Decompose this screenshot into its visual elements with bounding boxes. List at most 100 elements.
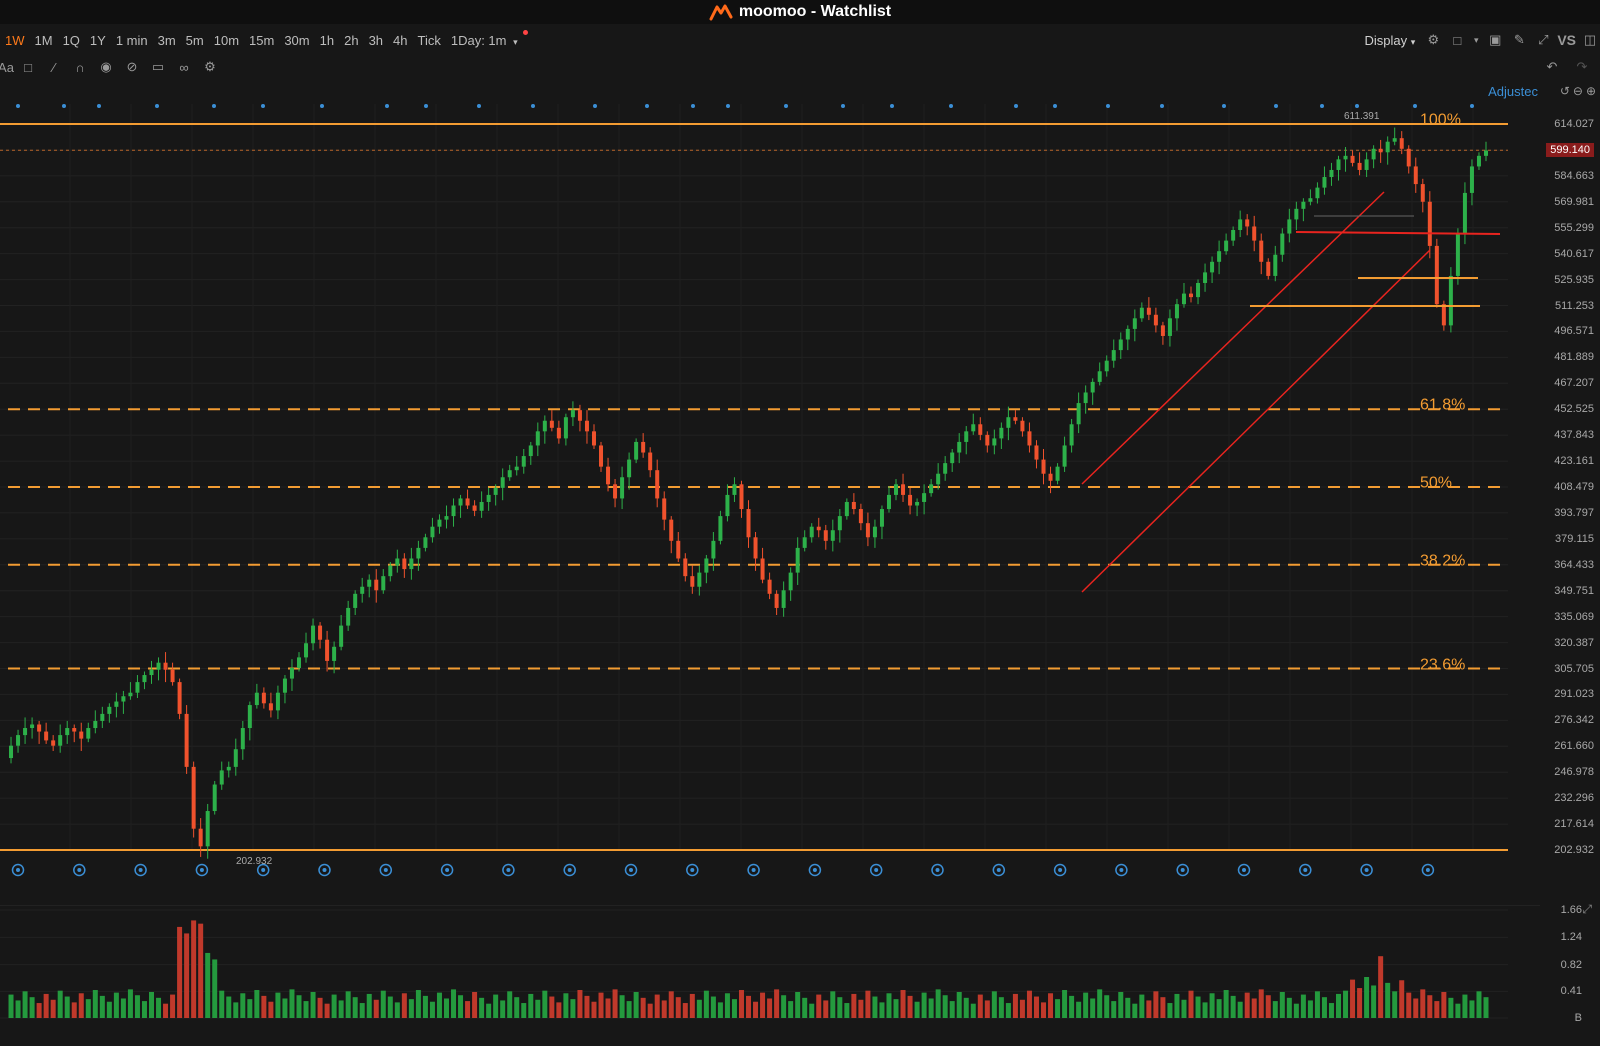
expand-icon[interactable]: ⤢ (1582, 902, 1592, 916)
volume-bar (1413, 998, 1419, 1018)
candle-body (163, 662, 168, 670)
event-dot (1413, 104, 1417, 108)
volume-bar (605, 998, 611, 1018)
price-axis-label: 423.161 (1554, 455, 1594, 468)
candle-body (156, 662, 161, 670)
redo-icon[interactable]: ↷ (1576, 59, 1588, 74)
volume-chart[interactable] (0, 906, 1600, 1041)
volume-bar (1441, 991, 1447, 1018)
line-icon[interactable]: ∕ (52, 59, 56, 75)
volume-bar (1244, 992, 1250, 1018)
candle-body (760, 558, 765, 580)
gear-icon[interactable]: ⚙ (1427, 32, 1440, 47)
candle-body (1076, 403, 1081, 425)
earnings-marker-dot (874, 868, 879, 872)
panel-divider[interactable] (0, 905, 1540, 906)
volume-bar (1293, 1003, 1299, 1018)
timeframe-1q[interactable]: 1Q (62, 32, 80, 48)
price-chart-panel[interactable]: 614.027 599.140 584.663 569.981 555.299 540.6… (0, 84, 1600, 904)
candle-body (1469, 166, 1474, 193)
timeframe-1m[interactable]: 1M (34, 32, 53, 48)
event-dot (949, 104, 953, 108)
chevron-down-icon[interactable]: ▾ (1474, 34, 1479, 45)
zoom-in-icon[interactable]: ⊕ (1585, 84, 1596, 98)
text-icon[interactable]: Aa (0, 59, 14, 75)
candle-body (767, 579, 772, 594)
event-dot (593, 104, 597, 108)
timeframe-3m[interactable]: 3m (157, 32, 176, 48)
volume-bar (219, 990, 225, 1018)
intraday-dropdown[interactable]: 1Day: 1m ▾ (446, 29, 530, 48)
camera-icon[interactable]: ▣ (1489, 32, 1502, 47)
timeframe-tick[interactable]: Tick (417, 32, 441, 48)
zoom-out-icon[interactable]: ⊖ (1572, 84, 1583, 98)
event-dot (1274, 104, 1278, 108)
timeframe-1y[interactable]: 1Y (89, 32, 106, 48)
undo-icon[interactable]: ↶ (1546, 59, 1558, 74)
timeframe-1h[interactable]: 1h (319, 32, 335, 48)
volume-bar (1230, 995, 1236, 1018)
timeframe-1-min[interactable]: 1 min (115, 32, 148, 48)
magnet-icon[interactable]: ∩ (75, 59, 85, 75)
chart-zoom-controls: ↺ ⊖ ⊕ (1560, 84, 1596, 98)
candle-body (985, 434, 990, 446)
volume-bar (1476, 991, 1482, 1018)
fullscreen-icon[interactable]: ⤢ (1538, 32, 1549, 47)
candle-body (367, 579, 372, 587)
candle-body (409, 558, 414, 570)
price-axis-label: 569.981 (1554, 195, 1594, 208)
timeframe-15m[interactable]: 15m (249, 32, 275, 48)
timeframe-30m[interactable]: 30m (284, 32, 310, 48)
pencil-icon[interactable]: ✎ (1513, 32, 1525, 47)
timeframe-1w[interactable]: 1W (5, 32, 25, 48)
vs-compare-button[interactable]: VS (1557, 32, 1576, 48)
link-icon[interactable]: ∞ (179, 59, 189, 75)
candle-body (507, 470, 512, 478)
reset-icon[interactable]: ↺ (1559, 84, 1570, 98)
candle-body (142, 675, 147, 683)
candle-body (950, 452, 955, 464)
candlestick-chart[interactable] (0, 84, 1600, 904)
price-axis-label: 437.843 (1554, 429, 1594, 442)
candle-body (1357, 162, 1362, 170)
price-axis-label: 261.660 (1554, 740, 1594, 753)
timeframe-5m[interactable]: 5m (185, 32, 204, 48)
volume-panel[interactable]: 1.66 1.24 0.82 0.41 B (0, 904, 1600, 1041)
earnings-marker-dot (567, 868, 572, 872)
timeframe-10m[interactable]: 10m (213, 32, 240, 48)
candle-body (212, 784, 217, 812)
candle-body (725, 494, 730, 517)
volume-axis-label: 1.66 (1560, 904, 1582, 916)
volume-bar (479, 997, 485, 1018)
candle-body (1245, 219, 1250, 227)
candle-body (971, 424, 976, 432)
candle-body (23, 728, 28, 736)
volume-bar (556, 1002, 562, 1018)
adjusted-price-toggle[interactable]: Adjustec (1488, 84, 1538, 99)
earnings-marker-icon (563, 863, 576, 877)
candle-body (332, 646, 337, 661)
volume-bar (1420, 989, 1426, 1018)
volume-bar (1314, 991, 1320, 1018)
settings-icon[interactable]: ⚙ (204, 59, 216, 74)
panel-icon[interactable]: ◫ (1583, 32, 1597, 47)
candle-body (395, 558, 400, 566)
volume-bar (738, 990, 744, 1018)
event-dot (424, 104, 428, 108)
earnings-marker-dot (812, 868, 817, 872)
timeframe-2h[interactable]: 2h (344, 32, 359, 48)
square-icon[interactable]: □ (1453, 32, 1462, 48)
volume-bar (254, 990, 260, 1018)
candle-body (1252, 226, 1257, 241)
candle-body (528, 445, 533, 457)
volume-bar (247, 999, 253, 1018)
eye-icon[interactable]: ◉ (100, 59, 112, 74)
price-axis-label: 232.296 (1554, 792, 1594, 805)
display-button[interactable]: Display ▾ (1365, 33, 1416, 48)
timeframe-3h[interactable]: 3h (368, 32, 384, 48)
timeframe-4h[interactable]: 4h (393, 32, 408, 48)
comment-icon[interactable]: □ (24, 59, 32, 75)
hide-icon[interactable]: ⊘ (126, 59, 138, 74)
volume-bar (1434, 1001, 1440, 1018)
trash-icon[interactable]: ▭ (151, 59, 165, 74)
